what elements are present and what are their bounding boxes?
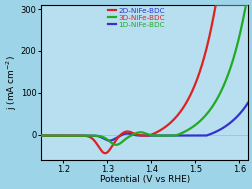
2D-NiFe-BDC <box>202 56 205 58</box>
2D-NiFe-BDC <box>140 134 143 137</box>
1D-NiFe-BDC <box>40 134 43 137</box>
1D-NiFe-BDC <box>50 134 53 137</box>
2D-NiFe-BDC <box>213 4 216 6</box>
2D-NiFe-BDC <box>240 4 243 6</box>
1D-NiFe-BDC <box>135 134 138 136</box>
3D-NiFe-BDC <box>40 134 43 137</box>
1D-NiFe-BDC <box>240 110 243 112</box>
3D-NiFe-BDC <box>202 116 205 118</box>
1D-NiFe-BDC <box>240 110 243 112</box>
Line: 2D-NiFe-BDC: 2D-NiFe-BDC <box>41 5 247 153</box>
2D-NiFe-BDC <box>103 152 106 154</box>
3D-NiFe-BDC <box>135 132 138 134</box>
2D-NiFe-BDC <box>40 134 43 137</box>
3D-NiFe-BDC <box>140 131 143 133</box>
Line: 1D-NiFe-BDC: 1D-NiFe-BDC <box>41 103 247 141</box>
2D-NiFe-BDC <box>246 4 249 6</box>
2D-NiFe-BDC <box>135 133 138 136</box>
1D-NiFe-BDC <box>202 134 205 137</box>
3D-NiFe-BDC <box>240 23 243 25</box>
Legend: 2D-NiFe-BDC, 3D-NiFe-BDC, 1D-NiFe-BDC: 2D-NiFe-BDC, 3D-NiFe-BDC, 1D-NiFe-BDC <box>107 7 165 29</box>
Line: 3D-NiFe-BDC: 3D-NiFe-BDC <box>41 5 247 145</box>
1D-NiFe-BDC <box>246 101 249 104</box>
3D-NiFe-BDC <box>246 4 249 6</box>
2D-NiFe-BDC <box>50 134 53 137</box>
2D-NiFe-BDC <box>240 4 243 6</box>
3D-NiFe-BDC <box>50 134 53 137</box>
Y-axis label: j (mA cm$^{-2}$): j (mA cm$^{-2}$) <box>5 55 19 110</box>
3D-NiFe-BDC <box>114 144 117 146</box>
1D-NiFe-BDC <box>140 134 143 137</box>
1D-NiFe-BDC <box>108 139 111 142</box>
X-axis label: Potential (V vs RHE): Potential (V vs RHE) <box>99 175 189 184</box>
3D-NiFe-BDC <box>240 22 243 25</box>
3D-NiFe-BDC <box>243 4 246 6</box>
